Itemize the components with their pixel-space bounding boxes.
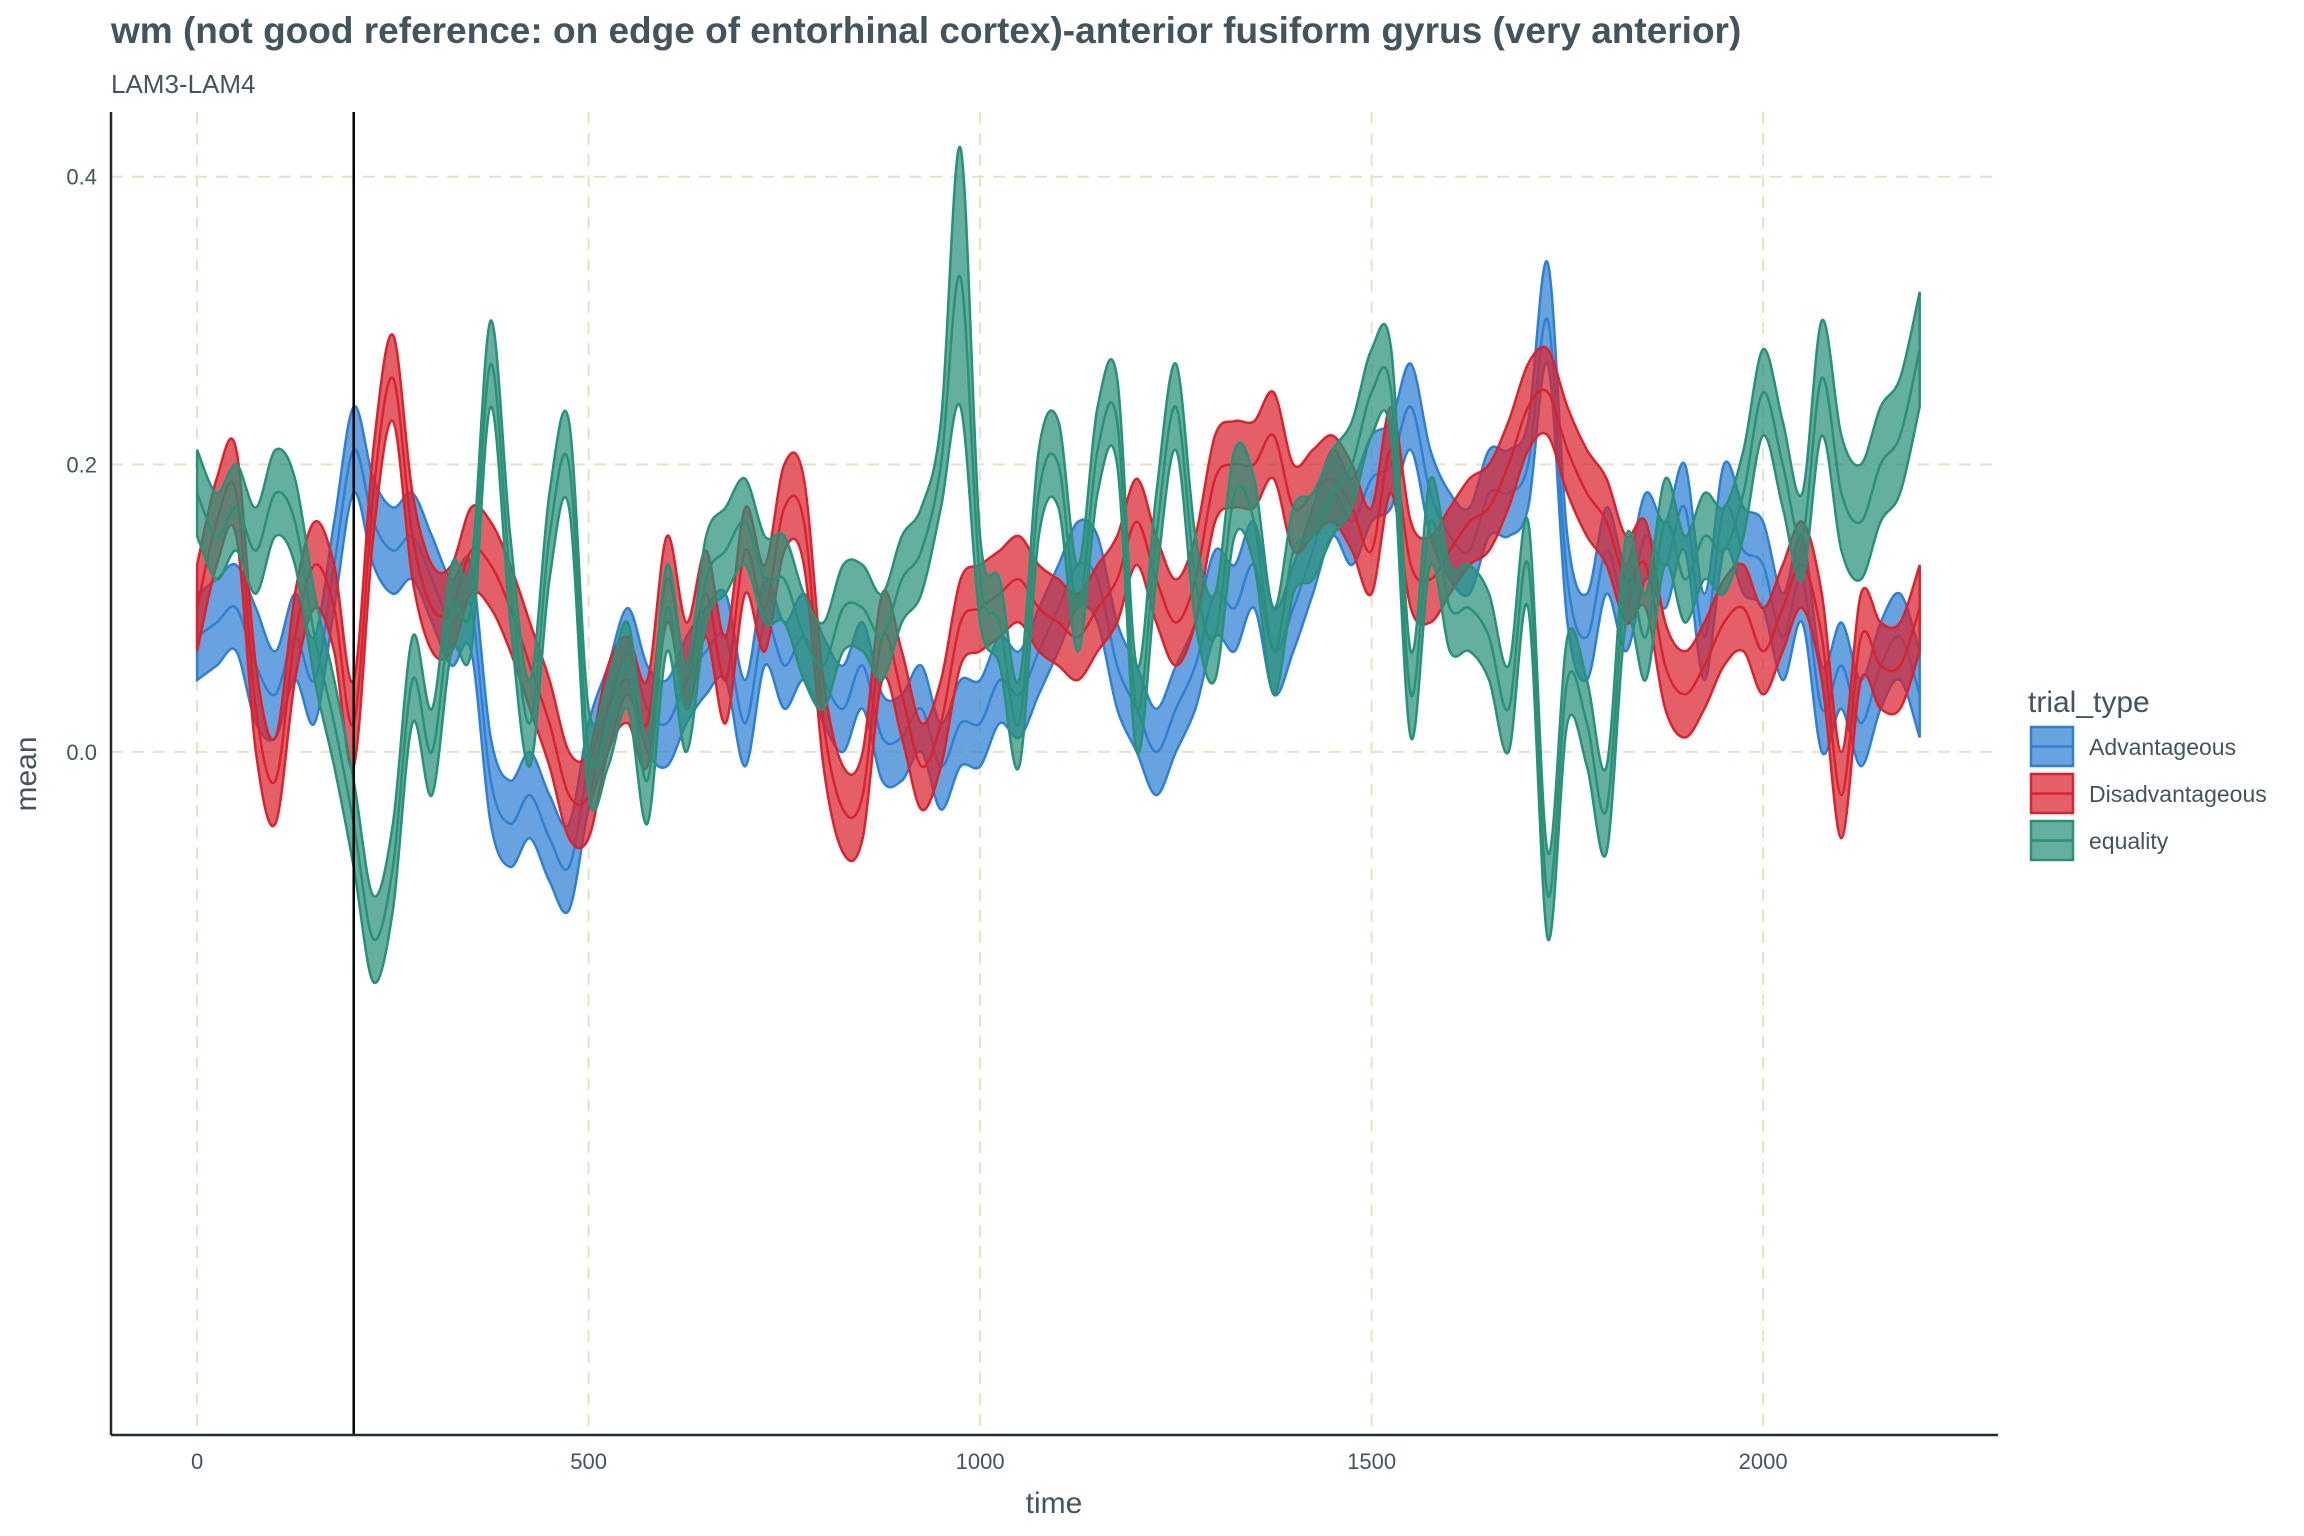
x-tick-label-2: 1000: [956, 1449, 1005, 1474]
y-tick-label-0: 0.0: [66, 740, 97, 765]
x-tick-label-3: 1500: [1347, 1449, 1396, 1474]
axes: [109, 112, 1998, 1437]
plot-area: [195, 145, 1921, 985]
legend-title: trial_type: [2028, 686, 2150, 719]
x-tick-label-1: 500: [570, 1449, 607, 1474]
legend-key-equality: [2029, 819, 2075, 862]
band-disadvantageous: [195, 333, 1921, 863]
chart-title: wm (not good reference: on edge of entor…: [110, 10, 1741, 51]
legend-label-advantageous: Advantageous: [2089, 734, 2236, 760]
grid: [111, 112, 1998, 1435]
mean-line-equality: [195, 274, 1921, 942]
x-axis-title: time: [1026, 1487, 1083, 1520]
x-tick-label-4: 2000: [1739, 1449, 1788, 1474]
legend-label-equality: equality: [2089, 828, 2169, 854]
legend-key-disadvantageous: [2029, 772, 2075, 815]
legend: trial_type Advantageous Disadvantageous eq…: [2028, 686, 2267, 862]
y-tick-label-1: 0.2: [66, 452, 97, 477]
series-equality: [195, 145, 1921, 985]
chart-subtitle: LAM3-LAM4: [111, 69, 256, 99]
x-tick-label-0: 0: [191, 1449, 203, 1474]
legend-label-disadvantageous: Disadvantageous: [2089, 781, 2267, 807]
y-tick-label-2: 0.4: [66, 165, 97, 190]
band-equality: [195, 145, 1921, 985]
y-axis-title: mean: [10, 736, 43, 811]
legend-key-advantageous: [2029, 725, 2075, 768]
tick-labels: 0 500 1000 1500 2000 0.0 0.2 0.4: [66, 165, 1787, 1474]
